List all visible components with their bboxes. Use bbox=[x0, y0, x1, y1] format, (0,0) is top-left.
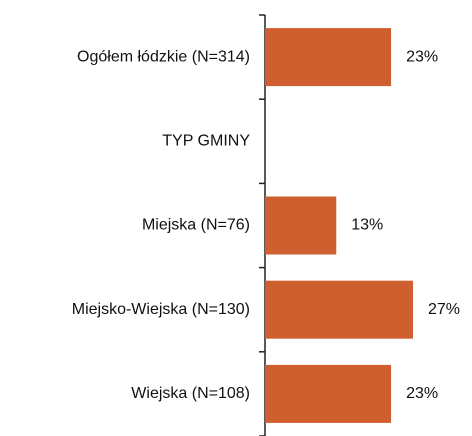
value-label: 13% bbox=[351, 217, 383, 234]
category-label: Miejska (N=76) bbox=[142, 217, 250, 234]
category-label: TYP GMINY bbox=[162, 133, 250, 150]
category-label: Miejsko-Wiejska (N=130) bbox=[72, 301, 250, 318]
category-label: Wiejska (N=108) bbox=[131, 385, 250, 402]
bar bbox=[265, 196, 337, 255]
bar bbox=[265, 28, 392, 87]
value-label: 23% bbox=[406, 385, 438, 402]
value-label: 27% bbox=[428, 301, 460, 318]
bar bbox=[265, 280, 413, 339]
bar bbox=[265, 364, 392, 423]
value-label: 23% bbox=[406, 48, 438, 65]
category-label: Ogółem łódzkie (N=314) bbox=[77, 48, 250, 65]
